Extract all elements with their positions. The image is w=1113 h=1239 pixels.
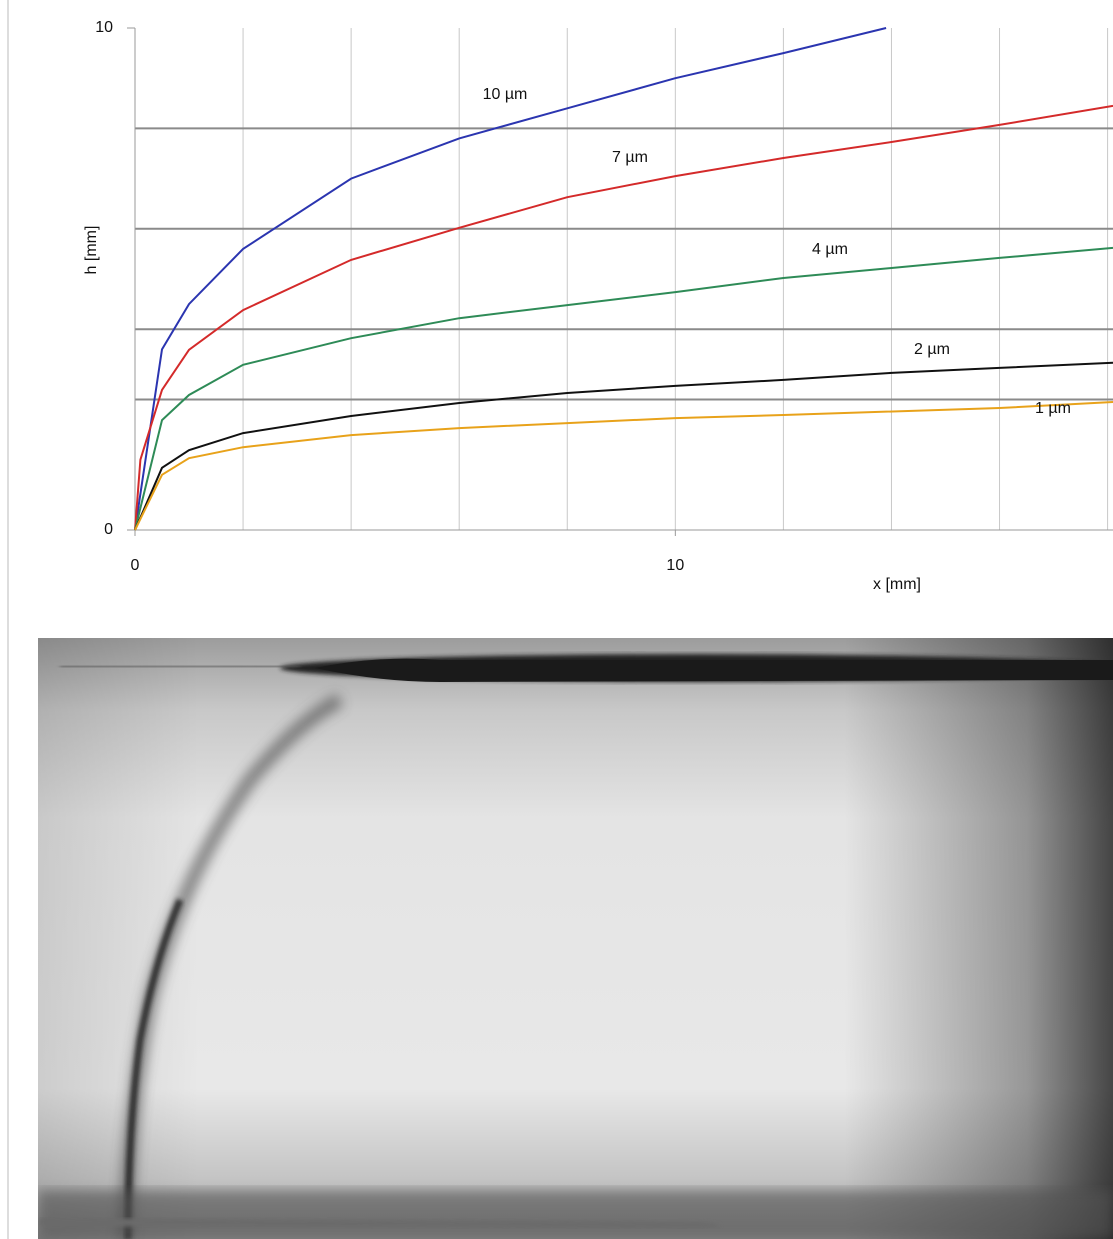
x-axis-label: x [mm] [873,576,921,593]
page: h [mm] x [mm] 0 10 0 10 10 µm 7 µm 4 µm 2 µm 1 µ… [0,0,1113,1239]
series-label: 1 µm [1035,400,1071,417]
y-axis-label: h [mm] [83,226,100,275]
y-tick-label: 0 [104,521,113,538]
series-label: 2 µm [914,341,950,358]
chart: h [mm] x [mm] 0 10 0 10 10 µm 7 µm 4 µm 2 µm 1 µ… [83,19,1113,593]
photograph [38,638,1113,1239]
x-tick-label: 0 [131,557,140,574]
series-label: 10 µm [483,86,528,103]
series-label: 4 µm [812,241,848,258]
x-tick-label: 10 [666,557,684,574]
series-label: 7 µm [612,149,648,166]
figure: h [mm] x [mm] 0 10 0 10 10 µm 7 µm 4 µm 2 µm 1 µ… [0,0,1113,1239]
plot-area [135,28,1113,530]
y-tick-label: 10 [95,19,113,36]
